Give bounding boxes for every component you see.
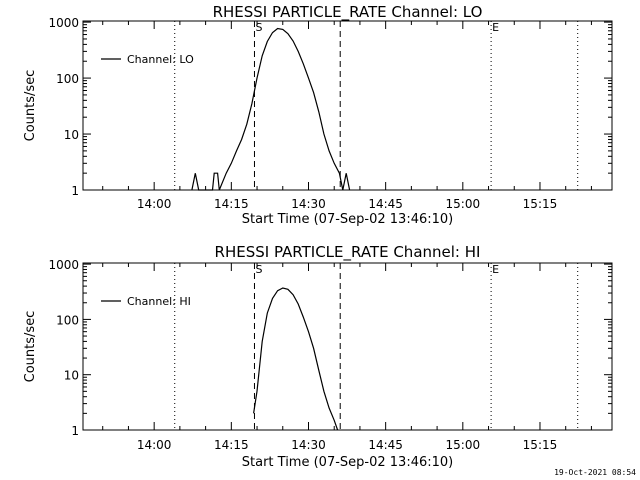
y-tick-label: 1000 <box>48 258 79 272</box>
x-tick-label: 14:45 <box>368 438 403 452</box>
y-tick-label: 1 <box>71 184 79 198</box>
x-tick-label: 14:30 <box>291 197 326 211</box>
x-tick-label: 14:00 <box>137 438 172 452</box>
y-tick-label: 10 <box>64 128 79 142</box>
y-axis-label-1: Counts/sec <box>23 311 38 383</box>
x-axis-label-0: Start Time (07-Sep-02 13:46:10) <box>242 212 453 227</box>
chart-title-0: RHESSI PARTICLE_RATE Channel: LO <box>213 3 483 22</box>
y-tick-label: 10 <box>64 369 79 383</box>
x-tick-label: 14:00 <box>137 197 172 211</box>
plot-frame-1 <box>82 262 613 431</box>
plot-frame-0 <box>82 20 613 191</box>
x-tick-label: 15:00 <box>446 197 481 211</box>
x-tick-label: 14:15 <box>214 438 249 452</box>
x-tick-label: 14:15 <box>214 197 249 211</box>
y-tick-label: 100 <box>56 313 79 327</box>
footer-timestamp: 19-Oct-2021 08:54 <box>554 468 636 477</box>
x-tick-label: 15:15 <box>523 197 558 211</box>
marker-label-E: E <box>492 263 499 276</box>
x-tick-label: 14:45 <box>368 197 403 211</box>
x-tick-label: 14:30 <box>291 438 326 452</box>
x-tick-label: 15:00 <box>446 438 481 452</box>
x-tick-label: 15:15 <box>523 438 558 452</box>
legend-label: Channel: HI <box>127 295 191 308</box>
x-axis-label-1: Start Time (07-Sep-02 13:46:10) <box>242 455 453 470</box>
y-tick-label: 1000 <box>48 16 79 30</box>
marker-label-E: E <box>492 21 499 34</box>
y-axis-label-0: Counts/sec <box>23 70 38 142</box>
legend-label: Channel: LO <box>127 53 194 66</box>
marker-label-S: S <box>255 21 262 34</box>
series-line-0 <box>253 287 339 431</box>
series-line-0 <box>191 27 351 191</box>
y-tick-label: 1 <box>71 424 79 438</box>
marker-label-S: S <box>255 263 262 276</box>
chart-title-1: RHESSI PARTICLE_RATE Channel: HI <box>215 243 481 262</box>
y-tick-label: 100 <box>56 72 79 86</box>
